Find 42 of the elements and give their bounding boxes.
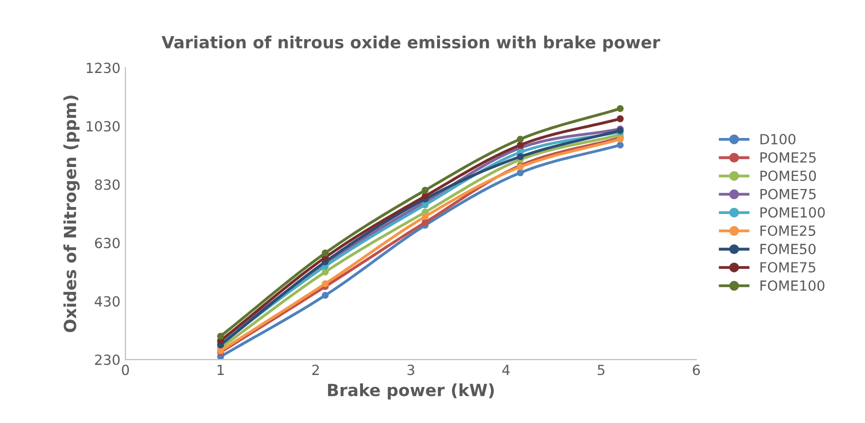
point [322, 250, 329, 256]
y-axis-title: Oxides of Nitrogen (ppm) [63, 96, 80, 332]
point [322, 292, 329, 299]
x-tick-label: 6 [692, 364, 700, 376]
y-tick-label: 1230 [86, 62, 120, 74]
point [422, 192, 429, 200]
y-tick-label: 430 [94, 296, 120, 307]
point [616, 105, 624, 112]
point [322, 280, 329, 288]
legend-label: POME100 [760, 207, 825, 218]
legend-label: D100 [760, 134, 796, 144]
point [422, 213, 429, 220]
x-axis-title: Brake power (kW) [328, 383, 494, 400]
point [422, 186, 429, 194]
x-tick-label: 2 [312, 364, 319, 375]
legend-label: POME75 [760, 188, 816, 200]
y-tick-label: 630 [95, 238, 120, 248]
point [516, 142, 524, 148]
x-tick-label: 3 [408, 364, 414, 376]
point [516, 136, 524, 143]
x-tick-label: 4 [502, 364, 510, 375]
legend-label: FOME25 [760, 225, 816, 236]
point [616, 115, 624, 122]
x-tick-label: 5 [598, 364, 604, 376]
x-tick-label: 0 [122, 364, 129, 376]
legend-label: FOME100 [760, 280, 824, 291]
legend-label: POME50 [760, 170, 816, 182]
point [422, 201, 429, 208]
y-tick-label: 1030 [86, 121, 120, 132]
y-tick-label: 230 [95, 354, 120, 366]
point [422, 218, 429, 226]
legend-label: POME25 [760, 152, 816, 163]
point [217, 332, 224, 340]
point [516, 153, 524, 160]
legend-label: FOME75 [760, 262, 816, 273]
point [616, 142, 624, 148]
y-tick-label: 830 [94, 179, 120, 190]
chart-title: Variation of nitrous oxide emission with brake power [162, 36, 660, 52]
point [322, 268, 329, 276]
point [516, 169, 524, 176]
legend-label: FOME50 [760, 244, 816, 254]
x-tick-label: 1 [218, 364, 224, 375]
